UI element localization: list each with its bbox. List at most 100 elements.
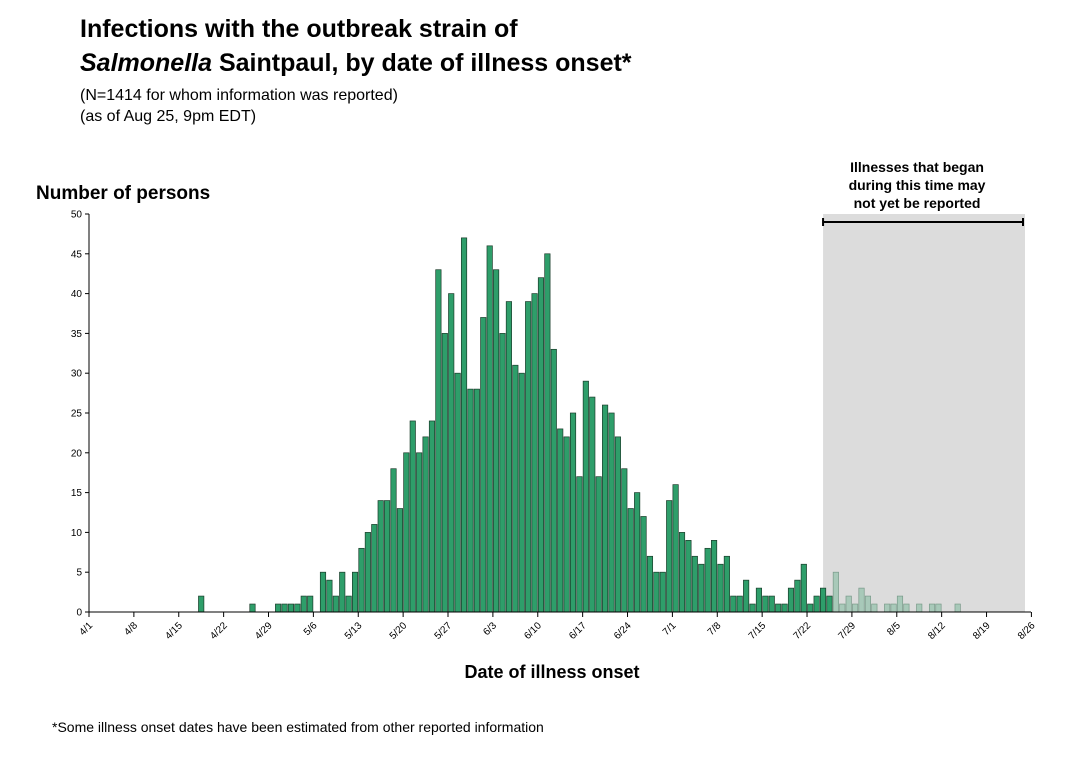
y-tick-label: 40 — [71, 289, 83, 300]
bar — [294, 603, 301, 613]
bar — [794, 579, 801, 613]
bar — [249, 603, 256, 613]
bar — [518, 372, 525, 613]
bar — [351, 571, 359, 613]
x-tick-label: 6/24 — [612, 620, 634, 642]
bar — [460, 237, 468, 613]
x-tick-label: 6/17 — [567, 620, 589, 642]
bar — [717, 563, 724, 613]
bar — [691, 555, 698, 613]
x-tick-label: 5/20 — [388, 620, 410, 642]
bar — [480, 317, 487, 613]
title-italic-organism: Salmonella — [80, 49, 212, 77]
bar — [614, 436, 621, 613]
unreported-annotation: Illnesses that began during this time may… — [822, 159, 1024, 226]
annotation-label-line: not yet be reported — [854, 195, 981, 211]
bar — [569, 412, 577, 613]
bar — [602, 404, 609, 613]
x-tick-label: 5/13 — [343, 620, 365, 642]
bar — [582, 380, 589, 613]
bar — [646, 555, 654, 613]
bar — [621, 468, 628, 613]
bar — [627, 508, 634, 613]
bar — [416, 452, 423, 613]
bar — [736, 595, 743, 613]
bar — [275, 603, 282, 613]
bar — [819, 587, 827, 613]
y-tick-label: 50 — [71, 210, 83, 221]
bar — [755, 587, 763, 613]
bar — [467, 388, 474, 613]
bar — [287, 603, 295, 613]
bar — [537, 277, 545, 613]
unreported-period-shade — [823, 214, 1025, 612]
bar — [666, 500, 673, 613]
footnote: *Some illness onset dates have been esti… — [52, 719, 544, 735]
bar — [422, 436, 429, 613]
bar — [371, 524, 378, 613]
bar — [589, 396, 596, 613]
bar — [557, 428, 564, 613]
x-tick-label: 5/6 — [302, 620, 320, 638]
bar — [377, 500, 384, 613]
bar — [678, 532, 686, 613]
bar — [903, 603, 910, 613]
bar — [723, 555, 730, 613]
bar — [486, 245, 493, 613]
bar — [762, 595, 769, 613]
x-tick-label: 8/26 — [1016, 620, 1038, 642]
bar — [608, 412, 615, 613]
bar — [576, 476, 583, 613]
bar — [563, 436, 570, 613]
bar — [454, 372, 461, 613]
bar — [845, 595, 852, 613]
x-tick-label: 4/22 — [208, 620, 230, 642]
title-line-1: Infections with the outbreak strain of — [80, 15, 518, 43]
x-tick-label: 4/1 — [78, 620, 96, 638]
bar — [390, 468, 397, 613]
bar — [775, 603, 782, 613]
bar — [550, 348, 557, 613]
bar — [864, 595, 871, 613]
x-tick-label: 4/8 — [122, 620, 140, 638]
y-tick-label: 30 — [71, 369, 83, 380]
bars — [198, 237, 961, 613]
bar — [531, 293, 538, 613]
title-line-2: Salmonella Saintpaul, by date of illness… — [80, 46, 632, 80]
y-tick-label: 20 — [71, 448, 83, 459]
bar — [640, 516, 647, 613]
bar — [672, 484, 679, 613]
bar — [858, 587, 865, 613]
bar — [595, 476, 602, 613]
x-axis-label: Date of illness onset — [464, 662, 639, 682]
x-tick-label: 7/29 — [836, 620, 858, 642]
bar — [704, 547, 711, 613]
y-tick-label: 15 — [71, 488, 83, 499]
bar — [499, 333, 506, 613]
bar — [826, 595, 833, 613]
bar — [319, 571, 327, 613]
bar — [281, 603, 288, 613]
bar — [852, 603, 859, 613]
annotation-label-line: during this time may — [849, 177, 986, 193]
title-line-2-rest: Saintpaul, by date of illness onset* — [212, 49, 632, 77]
bar — [871, 603, 878, 613]
y-tick-label: 45 — [71, 249, 83, 260]
bar — [198, 595, 205, 613]
bar — [659, 571, 666, 613]
x-tick-label: 8/5 — [885, 620, 903, 638]
bar — [448, 293, 455, 613]
bar — [743, 579, 750, 613]
bar — [332, 595, 339, 613]
bar — [884, 603, 891, 613]
x-tick-label: 7/15 — [747, 620, 769, 642]
bar — [749, 603, 756, 613]
bar — [300, 595, 307, 613]
bar — [473, 388, 480, 613]
y-tick-label: 35 — [71, 329, 83, 340]
bar — [428, 420, 436, 613]
y-tick-label: 25 — [71, 409, 83, 420]
bar — [698, 563, 705, 613]
bar — [409, 420, 416, 613]
